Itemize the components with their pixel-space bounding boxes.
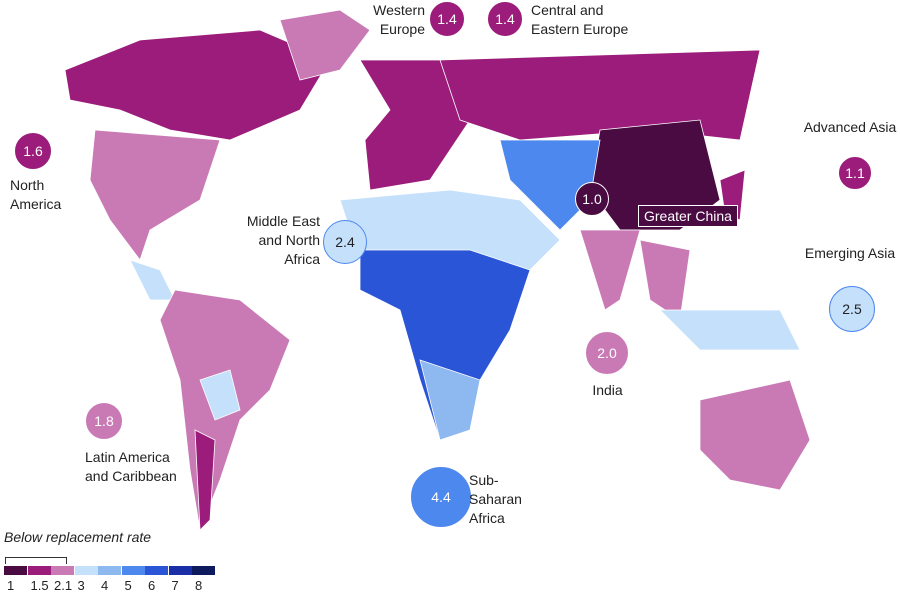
region-bubble: 1.1 xyxy=(838,156,872,190)
region-bubble: 1.8 xyxy=(85,402,123,440)
legend-tick: 7 xyxy=(171,578,179,593)
legend-tick: 1.5 xyxy=(30,578,49,593)
legend-swatch xyxy=(168,566,192,575)
legend-swatch xyxy=(74,566,98,575)
legend-tick: 3 xyxy=(77,578,85,593)
region-label: India xyxy=(592,382,623,398)
region-bubble: 2.0 xyxy=(585,331,629,375)
legend-tick: 5 xyxy=(124,578,132,593)
legend-tick: 6 xyxy=(148,578,156,593)
legend-swatch xyxy=(27,566,51,575)
region-tag: Greater China xyxy=(638,205,738,227)
region-label: Sub-Saharan Africa xyxy=(469,472,522,526)
legend-bracket xyxy=(5,557,67,564)
legend-swatch xyxy=(98,566,121,575)
legend-swatch xyxy=(192,566,215,575)
region-bubble: 1.4 xyxy=(487,1,523,37)
region-bubble: 2.4 xyxy=(323,220,367,264)
legend-tick: 1 xyxy=(7,578,15,593)
region-label: Emerging Asia xyxy=(804,245,896,261)
region-bubble: 2.5 xyxy=(829,286,875,332)
legend-title: Below replacement rate xyxy=(4,529,152,545)
region-bubble: 1.6 xyxy=(14,132,52,170)
region-label: Western Europe xyxy=(373,2,425,37)
region-bubble: 4.4 xyxy=(410,466,472,528)
legend-tick: 4 xyxy=(101,578,109,593)
legend-tick: 2.1 xyxy=(54,578,73,593)
region-bubble: 1.4 xyxy=(429,1,465,37)
region-label: Latin America and Caribbean xyxy=(85,449,177,484)
legend-swatch xyxy=(51,566,74,575)
region-label: Advanced Asia xyxy=(803,119,897,135)
region-label: Middle East and North Africa xyxy=(246,213,320,267)
legend-swatch xyxy=(4,566,27,575)
region-label: Central and Eastern Europe xyxy=(531,2,629,37)
legend-tick: 8 xyxy=(195,578,203,593)
region-label: North America xyxy=(10,177,62,212)
legend-swatch xyxy=(145,566,168,575)
legend-swatch xyxy=(121,566,145,575)
region-bubble: 1.0 xyxy=(575,182,609,216)
